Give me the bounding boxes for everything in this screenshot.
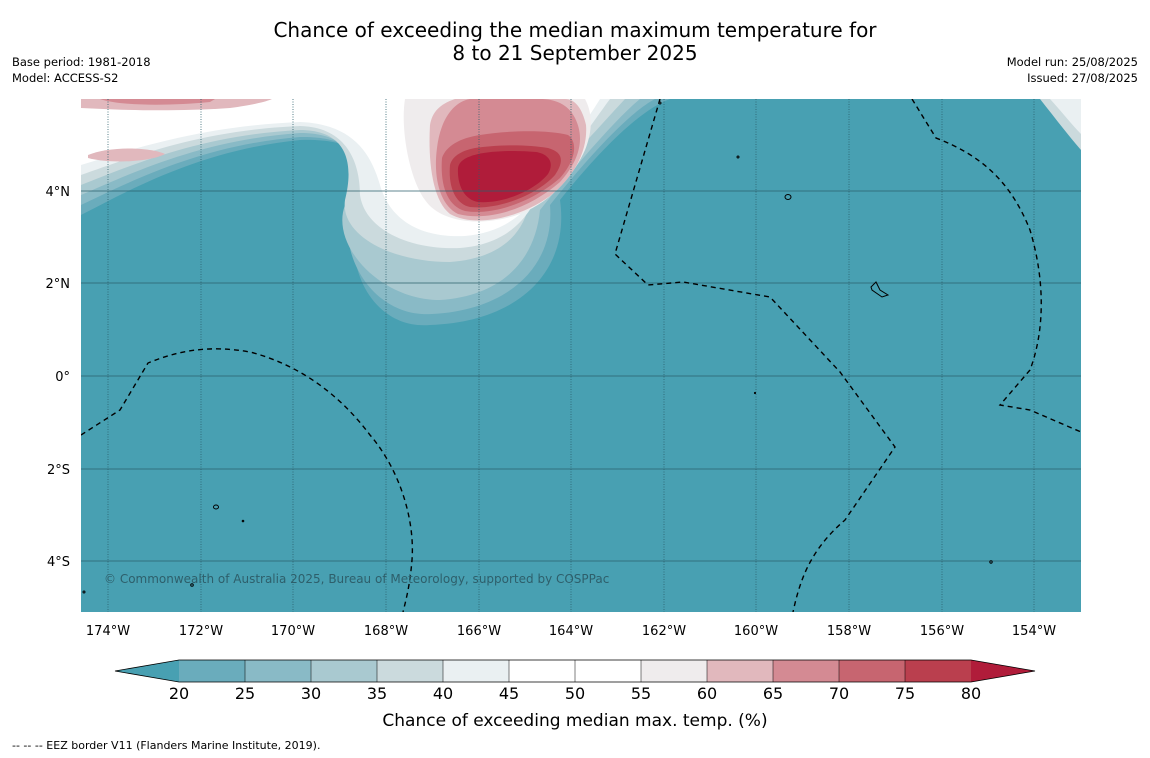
contour-70-patch-nw xyxy=(100,99,215,105)
x-tick-label: 166°W xyxy=(457,624,501,639)
colorbar-segment xyxy=(245,660,311,682)
colorbar-title: Chance of exceeding median max. temp. (%… xyxy=(382,711,767,731)
colorbar-tick: 75 xyxy=(895,684,915,703)
map-title-line2: 8 to 21 September 2025 xyxy=(452,41,698,65)
colorbar-tick: 35 xyxy=(367,684,387,703)
x-axis-ticks: 174°W 172°W 170°W 168°W 166°W 164°W 162°… xyxy=(86,624,1056,639)
eez-borders xyxy=(81,99,1081,612)
colorbar-segment xyxy=(575,660,641,682)
ocean-background xyxy=(81,99,1081,612)
model-run-label: Model run: 25/08/2025 xyxy=(1006,55,1138,69)
colorbar-arrow-high xyxy=(971,660,1035,682)
colorbar-tick: 50 xyxy=(565,684,585,703)
colorbar-segment xyxy=(839,660,905,682)
colorbar-tick: 20 xyxy=(169,684,189,703)
gridlines xyxy=(107,99,1035,612)
eez-footnote: -- -- -- EEZ border V11 (Flanders Marine… xyxy=(12,739,321,752)
y-tick-label: 4°S xyxy=(47,555,70,570)
x-tick-label: 162°W xyxy=(642,624,686,639)
colorbar-segment xyxy=(377,660,443,682)
colorbar-tick: 40 xyxy=(433,684,453,703)
base-period-label: Base period: 1981-2018 xyxy=(12,55,151,69)
colorbar-outline xyxy=(114,659,1036,683)
colorbar-tick: 65 xyxy=(763,684,783,703)
colorbar-segment xyxy=(509,660,575,682)
x-tick-label: 164°W xyxy=(549,624,593,639)
y-axis-ticks: 4°N 2°N 0° 2°S 4°S xyxy=(46,185,71,570)
x-tick-label: 168°W xyxy=(364,624,408,639)
latitude-lines xyxy=(81,190,1081,562)
x-tick-label: 160°W xyxy=(734,624,778,639)
islands xyxy=(82,101,993,594)
colorbar-segment xyxy=(311,660,377,682)
map-title-line1: Chance of exceeding the median maximum t… xyxy=(273,18,877,42)
colorbar-segment xyxy=(641,660,707,682)
contour-60-patch-west xyxy=(88,148,165,162)
colorbar-tick-labels: 20 25 30 35 40 45 50 55 60 65 70 75 80 xyxy=(169,684,981,703)
colorbar-tick: 80 xyxy=(961,684,981,703)
model-label: Model: ACCESS-S2 xyxy=(12,71,119,85)
x-tick-label: 158°W xyxy=(827,624,871,639)
contour-85-band xyxy=(457,150,551,203)
colorbar-segment xyxy=(179,660,245,682)
meta-left: Base period: 1981-2018 Model: ACCESS-S2 xyxy=(12,54,151,86)
x-tick-label: 154°W xyxy=(1012,624,1056,639)
colorbar-dividers xyxy=(244,660,906,682)
colorbar: 20 25 30 35 40 45 50 55 60 65 70 75 80 C… xyxy=(114,659,1036,731)
colorbar-segment xyxy=(707,660,773,682)
colorbar-tick: 25 xyxy=(235,684,255,703)
colorbar-tick: 30 xyxy=(301,684,321,703)
copyright-credit: © Commonwealth of Australia 2025, Bureau… xyxy=(104,572,610,586)
colorbar-tick: 60 xyxy=(697,684,717,703)
y-tick-label: 2°S xyxy=(47,463,70,478)
x-tick-label: 156°W xyxy=(920,624,964,639)
x-tick-label: 172°W xyxy=(179,624,223,639)
issued-label: Issued: 27/08/2025 xyxy=(1027,71,1138,85)
colorbar-segment xyxy=(773,660,839,682)
colorbar-segment xyxy=(443,660,509,682)
colorbar-tick: 55 xyxy=(631,684,651,703)
x-tick-label: 174°W xyxy=(86,624,130,639)
colorbar-tick: 45 xyxy=(499,684,519,703)
colorbar-arrow-low xyxy=(115,660,179,682)
map-area xyxy=(81,99,1081,612)
x-tick-label: 170°W xyxy=(271,624,315,639)
y-tick-label: 2°N xyxy=(46,277,71,292)
contour-30-edge-ne xyxy=(1050,99,1081,134)
meta-right: Model run: 25/08/2025 Issued: 27/08/2025 xyxy=(1007,54,1138,86)
y-tick-label: 0° xyxy=(55,370,70,385)
colorbar-tick: 70 xyxy=(829,684,849,703)
colorbar-segment xyxy=(905,660,971,682)
y-tick-label: 4°N xyxy=(46,185,71,200)
